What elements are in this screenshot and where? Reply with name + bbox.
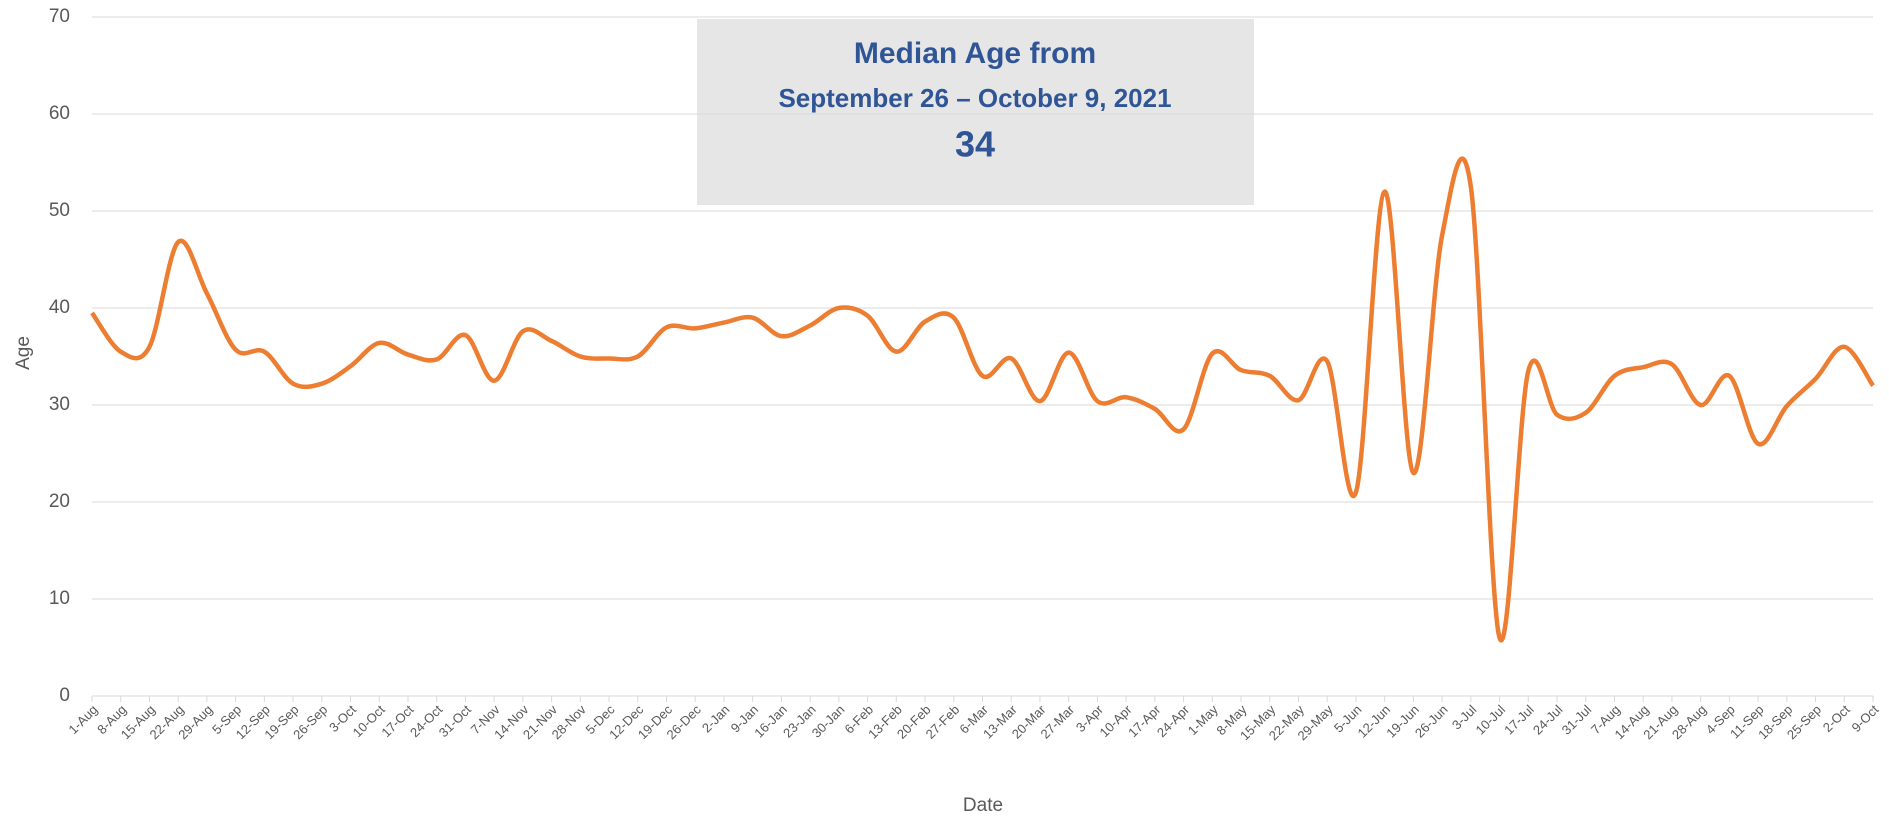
y-tick-label: 70 xyxy=(49,6,70,27)
y-axis-label: Age xyxy=(13,336,34,370)
x-axis-label: Date xyxy=(963,795,1003,816)
y-tick-label: 30 xyxy=(49,394,70,415)
x-tick-label: 30-Jan xyxy=(809,702,848,741)
x-tick-label: 31-Oct xyxy=(436,702,474,740)
x-tick-label: 24-Apr xyxy=(1154,701,1193,740)
x-tick-label: 1-Aug xyxy=(65,702,100,737)
y-tick-label: 0 xyxy=(59,685,70,706)
chart-title: Median Age from xyxy=(854,37,1096,70)
x-tick-label: 9-Oct xyxy=(1848,702,1881,735)
x-tick-label: 2-Oct xyxy=(1820,702,1853,735)
y-tick-label: 60 xyxy=(49,103,70,124)
x-tick-label: 10-Jul xyxy=(1472,702,1508,738)
x-tick-label: 24-Jul xyxy=(1530,702,1566,738)
x-tick-label: 26-Jun xyxy=(1412,702,1451,741)
y-tick-label: 50 xyxy=(49,200,70,221)
x-tick-label: 2-Jan xyxy=(699,702,733,736)
y-tick-label: 40 xyxy=(49,297,70,318)
y-tick-label: 20 xyxy=(49,491,70,512)
x-tick-label: 1-May xyxy=(1185,702,1221,738)
y-tick-label: 10 xyxy=(49,588,70,609)
x-tick-label: 17-Jul xyxy=(1501,702,1537,738)
chart-subtitle: September 26 – October 9, 2021 xyxy=(778,83,1171,113)
title-box xyxy=(697,19,1254,205)
x-tick-label: 31-Jul xyxy=(1559,702,1595,738)
annotation: 34 xyxy=(955,124,995,165)
line-series xyxy=(90,156,1875,643)
x-tick-label: 27-Mar xyxy=(1037,701,1077,741)
